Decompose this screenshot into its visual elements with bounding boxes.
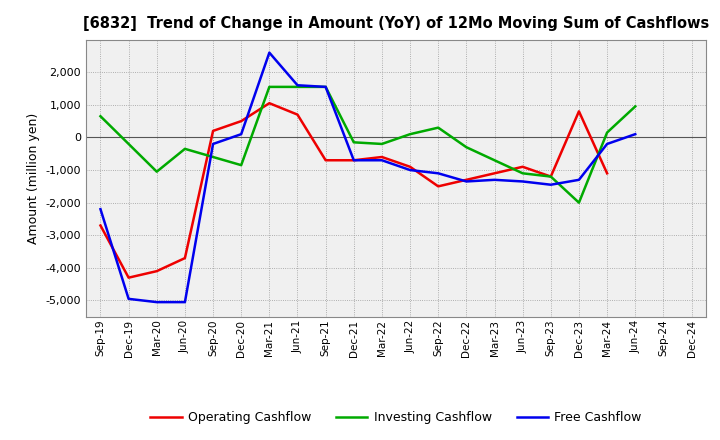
Free Cashflow bbox=[631, 132, 639, 137]
Legend: Operating Cashflow, Investing Cashflow, Free Cashflow: Operating Cashflow, Investing Cashflow, … bbox=[145, 406, 647, 429]
Operating Cashflow bbox=[293, 112, 302, 117]
Operating Cashflow bbox=[181, 256, 189, 261]
Operating Cashflow bbox=[209, 128, 217, 134]
Operating Cashflow bbox=[321, 158, 330, 163]
Operating Cashflow bbox=[434, 184, 443, 189]
Free Cashflow bbox=[377, 158, 386, 163]
Investing Cashflow bbox=[462, 145, 471, 150]
Free Cashflow bbox=[237, 132, 246, 137]
Investing Cashflow bbox=[293, 84, 302, 89]
Free Cashflow bbox=[603, 141, 611, 147]
Operating Cashflow bbox=[96, 223, 105, 228]
Free Cashflow bbox=[406, 167, 415, 172]
Free Cashflow bbox=[518, 179, 527, 184]
Investing Cashflow bbox=[349, 139, 358, 145]
Operating Cashflow bbox=[518, 164, 527, 169]
Investing Cashflow bbox=[434, 125, 443, 130]
Investing Cashflow bbox=[265, 84, 274, 89]
Free Cashflow bbox=[153, 300, 161, 305]
Operating Cashflow bbox=[125, 275, 133, 280]
Line: Free Cashflow: Free Cashflow bbox=[101, 53, 635, 302]
Operating Cashflow bbox=[153, 268, 161, 274]
Operating Cashflow bbox=[462, 177, 471, 183]
Investing Cashflow bbox=[181, 146, 189, 151]
Investing Cashflow bbox=[546, 174, 555, 179]
Operating Cashflow bbox=[490, 171, 499, 176]
Operating Cashflow bbox=[377, 154, 386, 160]
Free Cashflow bbox=[265, 50, 274, 55]
Free Cashflow bbox=[349, 158, 358, 163]
Operating Cashflow bbox=[237, 118, 246, 124]
Free Cashflow bbox=[490, 177, 499, 183]
Investing Cashflow bbox=[377, 141, 386, 147]
Operating Cashflow bbox=[575, 109, 583, 114]
Investing Cashflow bbox=[209, 154, 217, 160]
Investing Cashflow bbox=[96, 114, 105, 119]
Investing Cashflow bbox=[518, 171, 527, 176]
Investing Cashflow bbox=[406, 132, 415, 137]
Line: Operating Cashflow: Operating Cashflow bbox=[101, 103, 607, 278]
Investing Cashflow bbox=[575, 200, 583, 205]
Line: Investing Cashflow: Investing Cashflow bbox=[101, 87, 635, 203]
Free Cashflow bbox=[462, 179, 471, 184]
Operating Cashflow bbox=[349, 158, 358, 163]
Investing Cashflow bbox=[153, 169, 161, 174]
Operating Cashflow bbox=[603, 171, 611, 176]
Free Cashflow bbox=[434, 171, 443, 176]
Free Cashflow bbox=[546, 182, 555, 187]
Investing Cashflow bbox=[603, 130, 611, 135]
Free Cashflow bbox=[209, 141, 217, 147]
Investing Cashflow bbox=[237, 162, 246, 168]
Investing Cashflow bbox=[631, 104, 639, 109]
Free Cashflow bbox=[96, 206, 105, 212]
Title: [6832]  Trend of Change in Amount (YoY) of 12Mo Moving Sum of Cashflows: [6832] Trend of Change in Amount (YoY) o… bbox=[83, 16, 709, 32]
Operating Cashflow bbox=[265, 101, 274, 106]
Free Cashflow bbox=[293, 83, 302, 88]
Y-axis label: Amount (million yen): Amount (million yen) bbox=[27, 113, 40, 244]
Operating Cashflow bbox=[406, 164, 415, 169]
Free Cashflow bbox=[181, 300, 189, 305]
Free Cashflow bbox=[125, 296, 133, 301]
Free Cashflow bbox=[575, 177, 583, 183]
Free Cashflow bbox=[321, 84, 330, 89]
Investing Cashflow bbox=[321, 84, 330, 89]
Operating Cashflow bbox=[546, 174, 555, 179]
